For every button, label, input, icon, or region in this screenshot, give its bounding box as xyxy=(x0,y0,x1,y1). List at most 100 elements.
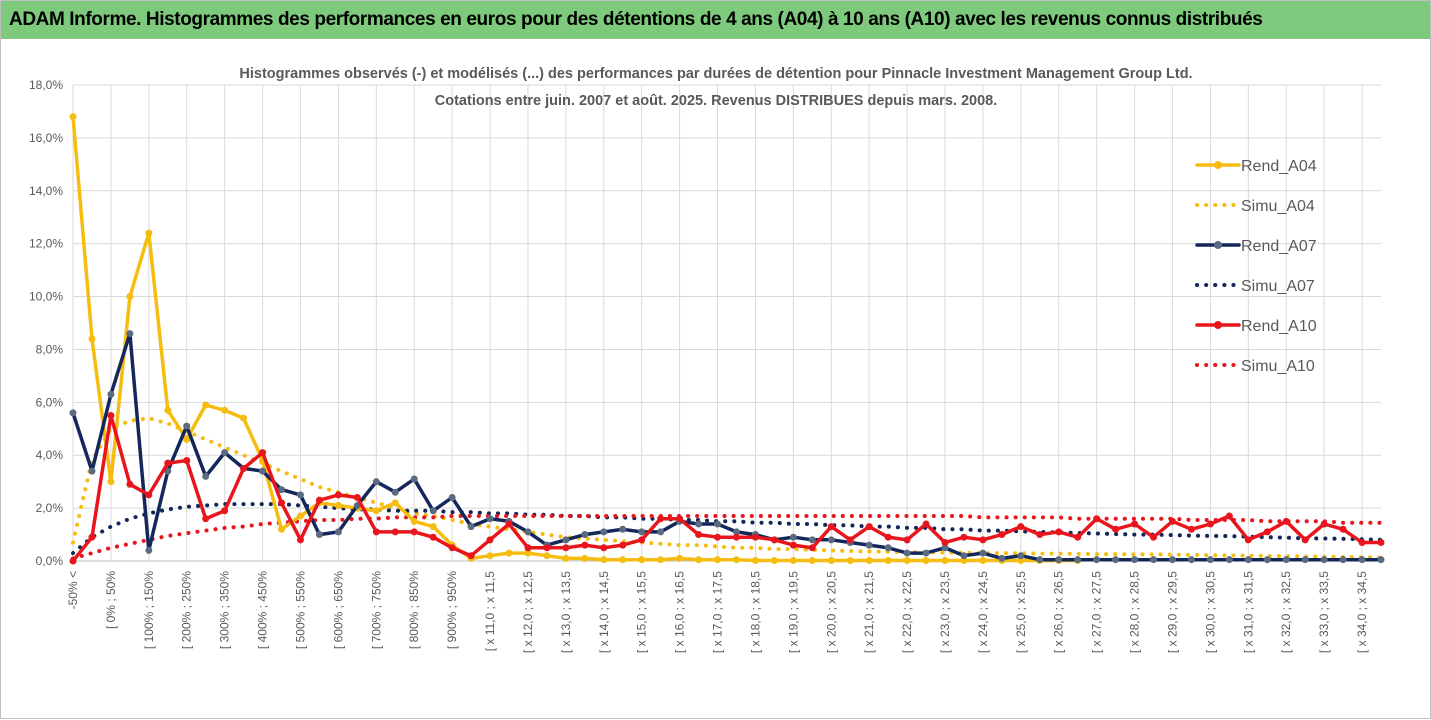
data-point xyxy=(903,556,911,564)
data-point xyxy=(221,406,229,414)
data-point xyxy=(922,520,930,528)
axes: 0,0% 2,0% 4,0% 6,0% 8,0% 10,0% 12,0% 14,0% 16,0%… xyxy=(29,78,1381,653)
data-point xyxy=(1187,556,1195,564)
data-point xyxy=(581,541,589,549)
series-line xyxy=(71,413,1383,563)
data-point xyxy=(107,390,115,398)
data-point xyxy=(695,520,703,528)
data-point xyxy=(562,554,570,562)
data-point xyxy=(145,546,153,554)
data-point xyxy=(410,517,418,525)
data-point xyxy=(1225,512,1233,520)
data-point xyxy=(1244,536,1252,544)
data-point xyxy=(903,549,911,557)
x-tick-label: [ x 32,0 ; x 32,5 xyxy=(1279,571,1293,653)
data-point xyxy=(1358,538,1366,546)
x-tick-label: [ 800% ; 850% xyxy=(407,571,421,649)
data-point xyxy=(941,544,949,552)
legend-marker xyxy=(1214,241,1222,249)
data-point xyxy=(657,515,665,523)
data-point xyxy=(164,406,172,414)
data-point xyxy=(619,525,627,533)
data-point xyxy=(979,536,987,544)
data-point xyxy=(941,556,949,564)
data-point xyxy=(1074,533,1082,541)
data-point xyxy=(429,523,437,531)
data-point xyxy=(1017,552,1025,560)
data-point xyxy=(732,533,740,541)
data-point xyxy=(865,556,873,564)
x-tick-label: [ x 13,0 ; x 13,5 xyxy=(559,571,573,653)
data-point xyxy=(1074,556,1082,564)
data-point xyxy=(1017,523,1025,531)
data-point xyxy=(448,544,456,552)
x-tick-label: [ x 17,0 ; x 17,5 xyxy=(711,571,725,653)
legend-marker xyxy=(1214,321,1222,329)
report-banner: ADAM Informe. Histogrammes des performan… xyxy=(1,1,1430,39)
data-point xyxy=(1055,528,1063,536)
data-point xyxy=(278,486,286,494)
data-point xyxy=(827,536,835,544)
data-point xyxy=(107,478,115,486)
x-tick-label: [ x 34,0 ; x 34,5 xyxy=(1355,571,1369,653)
data-point xyxy=(391,499,399,507)
data-point xyxy=(751,533,759,541)
legend-label: Rend_A04 xyxy=(1241,158,1317,175)
data-point xyxy=(202,515,210,523)
data-point xyxy=(884,556,892,564)
x-tick-label: [ 0% ; 50% xyxy=(104,571,118,629)
data-point xyxy=(751,556,759,564)
data-point xyxy=(145,229,153,237)
x-tick-label: [ 400% ; 450% xyxy=(256,571,270,649)
x-tick-label: [ x 29,0 ; x 29,5 xyxy=(1165,571,1179,653)
data-point xyxy=(732,556,740,564)
chart-subtitle: Cotations entre juin. 2007 et août. 2025… xyxy=(435,93,997,109)
legend-entry: Simu_A10 xyxy=(1195,358,1315,375)
data-point xyxy=(1168,556,1176,564)
data-point xyxy=(467,523,475,531)
data-point xyxy=(202,472,210,480)
data-point xyxy=(600,528,608,536)
data-point xyxy=(88,467,96,475)
data-point xyxy=(69,409,77,417)
data-point xyxy=(543,552,551,560)
y-tick-label: 2,0% xyxy=(36,501,64,515)
data-point xyxy=(827,556,835,564)
data-point xyxy=(695,556,703,564)
data-point xyxy=(126,330,134,338)
data-point xyxy=(391,488,399,496)
data-point xyxy=(1282,556,1290,564)
data-point xyxy=(960,552,968,560)
legend-label: Simu_A07 xyxy=(1241,278,1315,295)
x-tick-label: [ 300% ; 350% xyxy=(218,571,232,649)
data-point xyxy=(1055,556,1063,564)
data-point xyxy=(789,541,797,549)
data-point xyxy=(524,544,532,552)
x-tick-label: [ x 31,0 ; x 31,5 xyxy=(1241,571,1255,653)
data-point xyxy=(1187,525,1195,533)
series-line xyxy=(71,114,1080,563)
data-point xyxy=(524,528,532,536)
y-tick-label: 16,0% xyxy=(29,131,63,145)
data-point xyxy=(296,512,304,520)
y-tick-label: 12,0% xyxy=(29,237,63,251)
data-point xyxy=(1358,556,1366,564)
data-point xyxy=(259,449,267,457)
data-point xyxy=(865,541,873,549)
data-point xyxy=(676,554,684,562)
data-point xyxy=(676,515,684,523)
legend-entry: Simu_A04 xyxy=(1195,198,1315,215)
data-point xyxy=(164,459,172,467)
x-tick-label: [ x 24,0 ; x 24,5 xyxy=(976,571,990,653)
data-point xyxy=(808,556,816,564)
data-point xyxy=(69,557,77,565)
data-point xyxy=(979,556,987,564)
x-tick-label: [ x 27,0 ; x 27,5 xyxy=(1090,571,1104,653)
data-point xyxy=(714,533,722,541)
data-point xyxy=(884,544,892,552)
data-point xyxy=(126,293,134,301)
data-point xyxy=(808,536,816,544)
data-point xyxy=(278,525,286,533)
data-point xyxy=(1320,556,1328,564)
